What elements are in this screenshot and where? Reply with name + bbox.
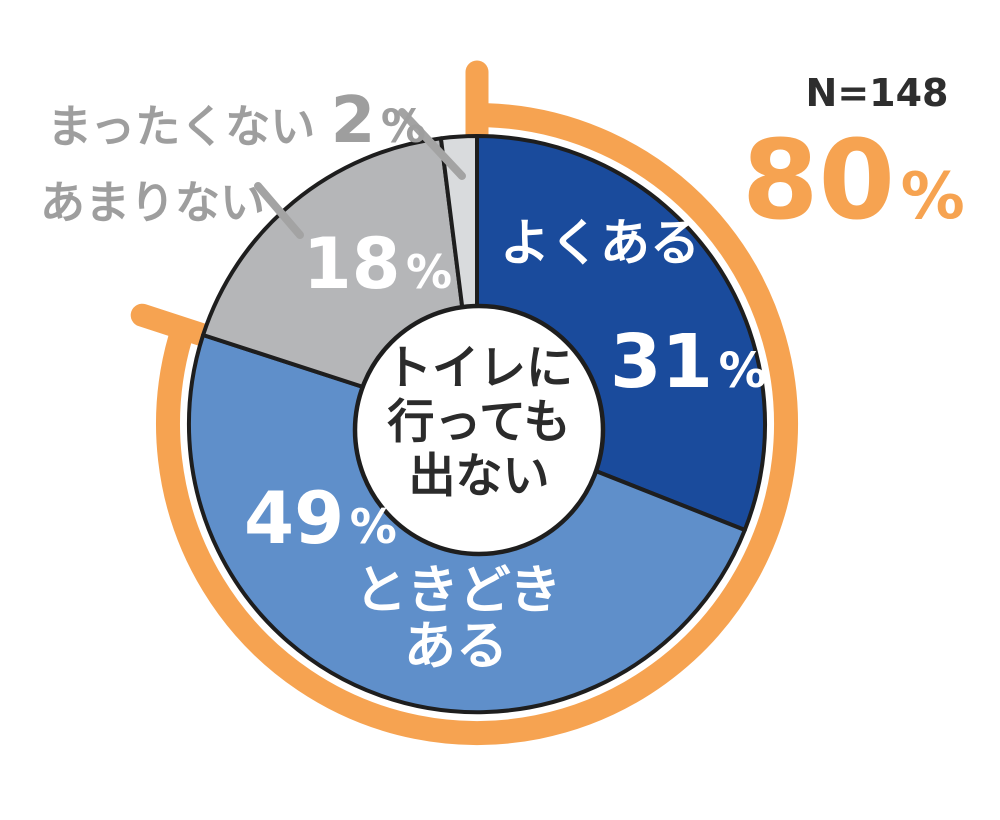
highlight-arc-group [130,60,798,745]
slice-value-amari-nai: 18 % [303,223,452,305]
slice-label-amari-nai: あまりない [40,176,265,229]
yoku-aru-value: 31 [610,319,713,405]
sample-size-label: N=148 [806,71,949,115]
mattaku-nai-value: 2 [331,84,376,158]
center-label-line3: 出ない [409,449,550,504]
donut-center-circle [352,303,606,557]
highlight-arc-end-tick [130,303,213,346]
center-label-line2: 行っても [387,395,570,450]
highlight-arc [156,103,798,745]
mattaku-nai-percent-sign: % [381,100,426,153]
tokidoki-aru-percent-sign: % [350,500,397,555]
leader-line-mattaku-nai [398,108,466,180]
center-label-line1: トイレに [385,341,573,396]
slice-label-yoku-aru: よくある [500,214,700,272]
slice-label-tokidoki-aru-line2: ある [404,617,508,677]
center-label: トイレに 行っても 出ない [385,341,573,504]
slice-value-yoku-aru: 31 % [610,319,767,405]
slice-label-mattaku-nai: まったくない 2 % [47,84,426,158]
slice-value-tokidoki-aru: 49 % [244,476,397,560]
yoku-aru-percent-sign: % [719,343,767,399]
leader-line-amari-nai [254,182,304,239]
amari-nai-value: 18 [303,223,400,305]
slice-label-tokidoki-aru-line1: ときどき [355,561,561,621]
highlight-percent-value: 80 [742,116,895,244]
tokidoki-aru-value: 49 [244,476,344,560]
amari-nai-percent-sign: % [406,245,452,299]
highlight-percent-label: 80 % [742,116,965,244]
highlight-percent-sign: % [901,160,965,234]
mattaku-nai-text: まったくない [47,100,315,153]
